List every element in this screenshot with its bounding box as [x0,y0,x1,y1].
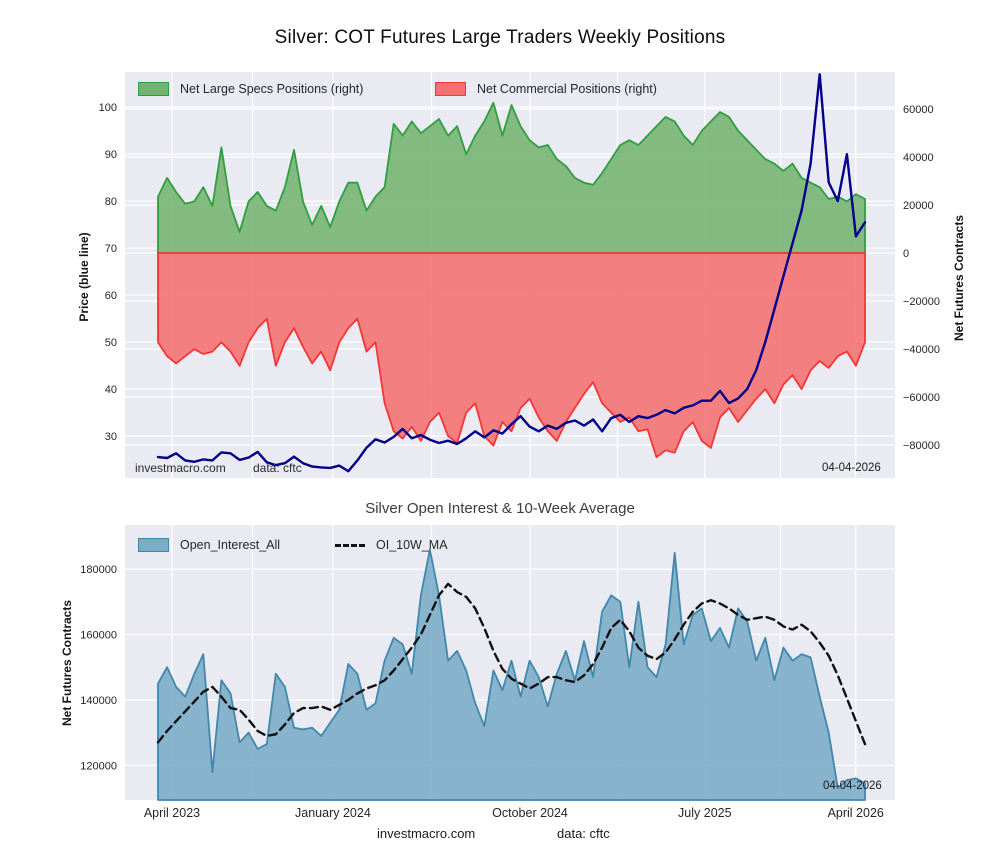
legend-entry-large-specs: Net Large Specs Positions (right) [138,82,363,96]
bottom-chart-date-annotation: 04-04-2026 [823,780,882,792]
svg-text:100: 100 [99,102,117,114]
footer-site: investmacro.com [377,826,476,841]
svg-text:60000: 60000 [903,104,934,116]
y-axis-label-net-contracts-bottom: Net Futures Contracts [60,599,74,727]
svg-text:−40000: −40000 [903,344,940,356]
series-OI_10W_MA [156,582,867,746]
main-title: Silver: COT Futures Large Traders Weekly… [274,27,726,48]
watermark-site: investmacro.com [135,461,226,475]
open-interest-swatch-icon [138,538,169,552]
series-Net Large Specs Positions [157,101,866,254]
svg-text:80: 80 [105,196,117,208]
commercials-swatch-icon [435,82,466,96]
svg-text:40: 40 [105,384,117,396]
y-axis-label-price: Price (blue line) [77,232,91,322]
legend-label-open-interest: Open_Interest_All [180,538,281,552]
series-Open_Interest_All [157,548,866,801]
legend-label-commercials: Net Commercial Positions (right) [477,82,657,96]
legend-entry-commercials: Net Commercial Positions (right) [435,82,657,96]
legend-label-oi-ma: OI_10W_MA [376,538,448,552]
large-specs-swatch-icon [138,82,169,96]
y-axis-label-net-contracts-top: Net Futures Contracts [952,214,966,342]
legend-entry-open-interest: Open_Interest_All [138,538,280,552]
series-Silver Price [156,73,867,473]
svg-text:−20000: −20000 [903,296,940,308]
svg-text:70: 70 [105,243,117,255]
legend-label-large-specs: Net Large Specs Positions (right) [180,82,364,96]
svg-text:180000: 180000 [80,564,117,576]
svg-text:0: 0 [903,248,909,260]
svg-text:160000: 160000 [80,630,117,642]
svg-text:120000: 120000 [80,760,117,772]
svg-text:40000: 40000 [903,152,934,164]
svg-text:60: 60 [105,290,117,302]
svg-text:50: 50 [105,337,117,349]
svg-text:April 2026: April 2026 [828,806,884,820]
svg-text:20000: 20000 [903,200,934,212]
footer-source: data: cftc [557,826,610,841]
svg-text:January 2024: January 2024 [295,806,371,820]
svg-text:October 2024: October 2024 [492,806,568,820]
svg-text:−80000: −80000 [903,440,940,452]
svg-text:−60000: −60000 [903,392,940,404]
svg-text:April 2023: April 2023 [144,806,200,820]
svg-text:90: 90 [105,149,117,161]
subchart-title: Silver Open Interest & 10-Week Average [365,500,635,517]
legend-entry-oi-ma: OI_10W_MA [335,538,448,552]
svg-text:July 2025: July 2025 [678,806,732,820]
svg-text:140000: 140000 [80,695,117,707]
dashed-line-icon [335,543,365,547]
top-chart-date-annotation: 04-04-2026 [822,462,881,474]
svg-text:30: 30 [105,431,117,443]
watermark-source: data: cftc [253,461,302,475]
